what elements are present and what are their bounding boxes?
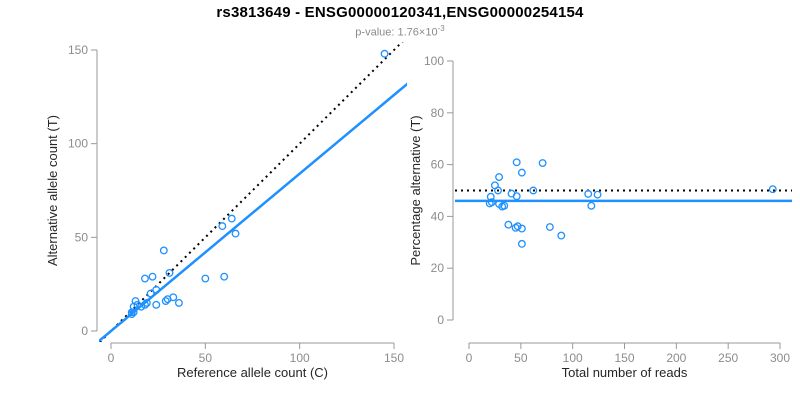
data-point (148, 272, 157, 281)
fit-line (99, 82, 407, 342)
allele-count-scatter: 0 50 100 150 0 50 100 150 Reference allele count… (45, 42, 407, 380)
data-point (129, 308, 138, 317)
data-point (538, 159, 547, 167)
data-point (504, 220, 513, 229)
x-tick-label: 0 (108, 351, 115, 365)
data-point (201, 274, 210, 283)
data-point (584, 189, 593, 198)
x-tick-label: 200 (666, 351, 686, 365)
data-point (513, 222, 522, 231)
data-point (231, 229, 240, 238)
pvalue-exponent: -3 (437, 24, 445, 33)
y-tick-label: 0 (81, 324, 88, 338)
x-axis-title: Reference allele count (C) (177, 365, 328, 380)
data-point (768, 185, 777, 194)
x-tick-label: 100 (290, 351, 310, 365)
x-tick-label: 50 (514, 351, 528, 365)
data-point (512, 192, 521, 201)
data-layer (99, 42, 407, 342)
data-point (127, 310, 136, 319)
x-tick-label: 150 (614, 351, 634, 365)
data-point (137, 302, 146, 311)
figure-subtitle-pvalue: p-value: 1.76×10-3 (0, 24, 800, 39)
y-tick-label: 100 (68, 137, 88, 151)
data-point (165, 268, 174, 277)
data-point (529, 186, 538, 195)
data-point (227, 214, 236, 223)
y-tick-label: 50 (75, 230, 89, 244)
data-point (587, 201, 596, 210)
y-tick-label: 80 (431, 106, 445, 120)
data-point (159, 246, 168, 255)
data-point (161, 297, 170, 305)
data-point (593, 190, 602, 199)
y-tick-label: 150 (68, 43, 88, 57)
data-point (152, 285, 161, 294)
data-point (133, 300, 142, 309)
data-point (517, 224, 526, 233)
figure-title: rs3813649 - ENSG00000120341,ENSG00000254… (216, 4, 584, 21)
x-tick-label: 50 (199, 351, 213, 365)
y-axis-title: Alternative allele count (T) (45, 115, 60, 266)
data-point (557, 231, 566, 240)
data-point (218, 222, 227, 231)
data-point (220, 272, 229, 281)
data-point (174, 298, 183, 307)
y-tick-label: 60 (431, 158, 445, 172)
x-tick-label: 100 (563, 351, 583, 365)
data-point (512, 158, 521, 167)
data-point (141, 300, 149, 309)
y-tick-label: 40 (431, 209, 445, 223)
data-point (141, 274, 149, 283)
x-axis-title: Total number of reads (562, 365, 688, 380)
data-point (380, 49, 389, 58)
data-point (487, 198, 496, 207)
data-point (545, 223, 554, 231)
data-layer (455, 158, 792, 248)
x-tick-label: 300 (770, 351, 790, 365)
data-point (146, 289, 155, 298)
data-point (500, 201, 509, 210)
data-point (517, 168, 526, 177)
data-point (142, 298, 151, 307)
data-point (131, 297, 140, 305)
data-point (494, 186, 502, 195)
data-point (169, 293, 178, 302)
data-point (495, 173, 504, 181)
x-tick-label: 0 (466, 351, 473, 365)
data-point (517, 239, 526, 248)
y-tick-label: 0 (437, 313, 444, 327)
y-tick-label: 100 (424, 54, 444, 68)
x-tick-label: 150 (384, 351, 404, 365)
y-axis-title: Percentage alternative (T) (408, 115, 423, 265)
y-tick-label: 20 (431, 261, 445, 275)
percentage-alternative-scatter: 0 20 40 60 80 100 0 50 100 150 200 250 300 Total numb… (408, 54, 792, 380)
data-point (152, 300, 161, 309)
pvalue-text: p-value: 1.76×10 (355, 26, 438, 39)
x-tick-label: 250 (718, 351, 738, 365)
